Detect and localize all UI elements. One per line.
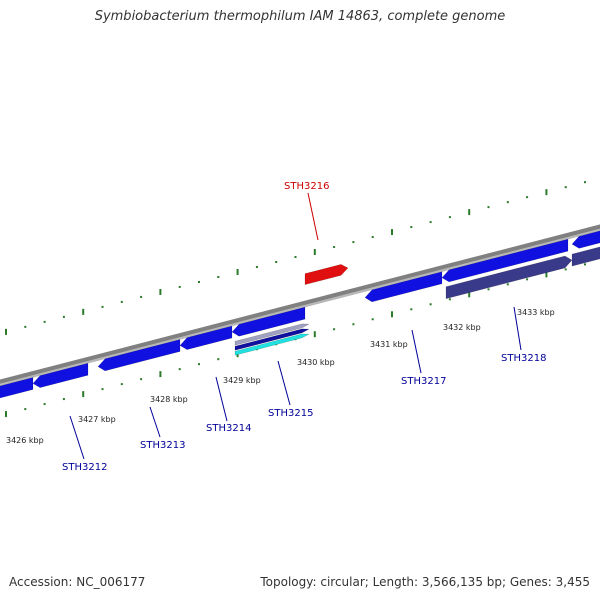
kbp-scale-labels: 3426 kbp 3427 kbp 3428 kbp 3429 kbp 3430 kbp… bbox=[6, 308, 555, 445]
kbp-tick-label: 3426 kbp bbox=[6, 436, 44, 445]
kbp-tick-label: 3433 kbp bbox=[517, 308, 555, 317]
rna-feature bbox=[234, 328, 310, 351]
callout-leader-line bbox=[307, 192, 319, 241]
gene-label[interactable]: STH3217 bbox=[401, 376, 446, 387]
gene-features bbox=[0, 230, 600, 399]
gene-arrow-reverse bbox=[445, 255, 573, 300]
gene-label[interactable]: STH3216 bbox=[284, 181, 329, 192]
gene-arrow bbox=[179, 325, 233, 350]
accession-number: Accession: NC_006177 bbox=[9, 575, 146, 589]
gene-label[interactable]: STH3215 bbox=[268, 408, 313, 419]
gene-label[interactable]: STH3213 bbox=[140, 440, 185, 451]
kbp-tick-label: 3431 kbp bbox=[370, 340, 408, 349]
kbp-tick-label: 3428 kbp bbox=[150, 395, 188, 404]
callout-leader-line bbox=[513, 306, 522, 351]
callout-leader-line bbox=[215, 376, 228, 422]
genome-title: Symbiobacterium thermophilum IAM 14863, … bbox=[94, 9, 506, 24]
gene-arrow bbox=[571, 230, 600, 249]
gene-arrow bbox=[364, 271, 443, 303]
callout-leader-line bbox=[149, 406, 161, 438]
outer-tick-track bbox=[5, 181, 586, 335]
kbp-tick-label: 3429 kbp bbox=[223, 376, 261, 385]
genome-stats: Topology: circular; Length: 3,566,135 bp… bbox=[260, 575, 590, 589]
genome-backbone bbox=[0, 224, 600, 387]
gene-label[interactable]: STH3214 bbox=[206, 423, 251, 434]
callout-leader-line bbox=[69, 415, 85, 460]
kbp-tick-label: 3430 kbp bbox=[297, 358, 335, 367]
gene-label[interactable]: STH3212 bbox=[62, 462, 107, 473]
gene-callouts: STH3212 STH3213 STH3214 STH3215 STH3216 STH32… bbox=[62, 181, 546, 473]
gene-arrow bbox=[97, 339, 181, 372]
backbone-line bbox=[0, 224, 600, 384]
gene-arrow bbox=[0, 377, 34, 399]
gene-arrow-reverse bbox=[571, 246, 600, 267]
callout-leader-line bbox=[411, 329, 422, 374]
rna-feature bbox=[234, 333, 310, 356]
gene-label[interactable]: STH3218 bbox=[501, 353, 546, 364]
callout-leader-line bbox=[277, 360, 291, 406]
gene-arrow bbox=[441, 238, 569, 283]
kbp-tick-label: 3432 kbp bbox=[443, 323, 481, 332]
kbp-tick-label: 3427 kbp bbox=[78, 415, 116, 424]
highlighted-gene-arrow bbox=[304, 264, 349, 285]
gene-arrow bbox=[231, 306, 306, 337]
rna-feature bbox=[234, 323, 310, 346]
inner-tick-track bbox=[5, 263, 586, 418]
gene-arrow bbox=[32, 362, 89, 388]
